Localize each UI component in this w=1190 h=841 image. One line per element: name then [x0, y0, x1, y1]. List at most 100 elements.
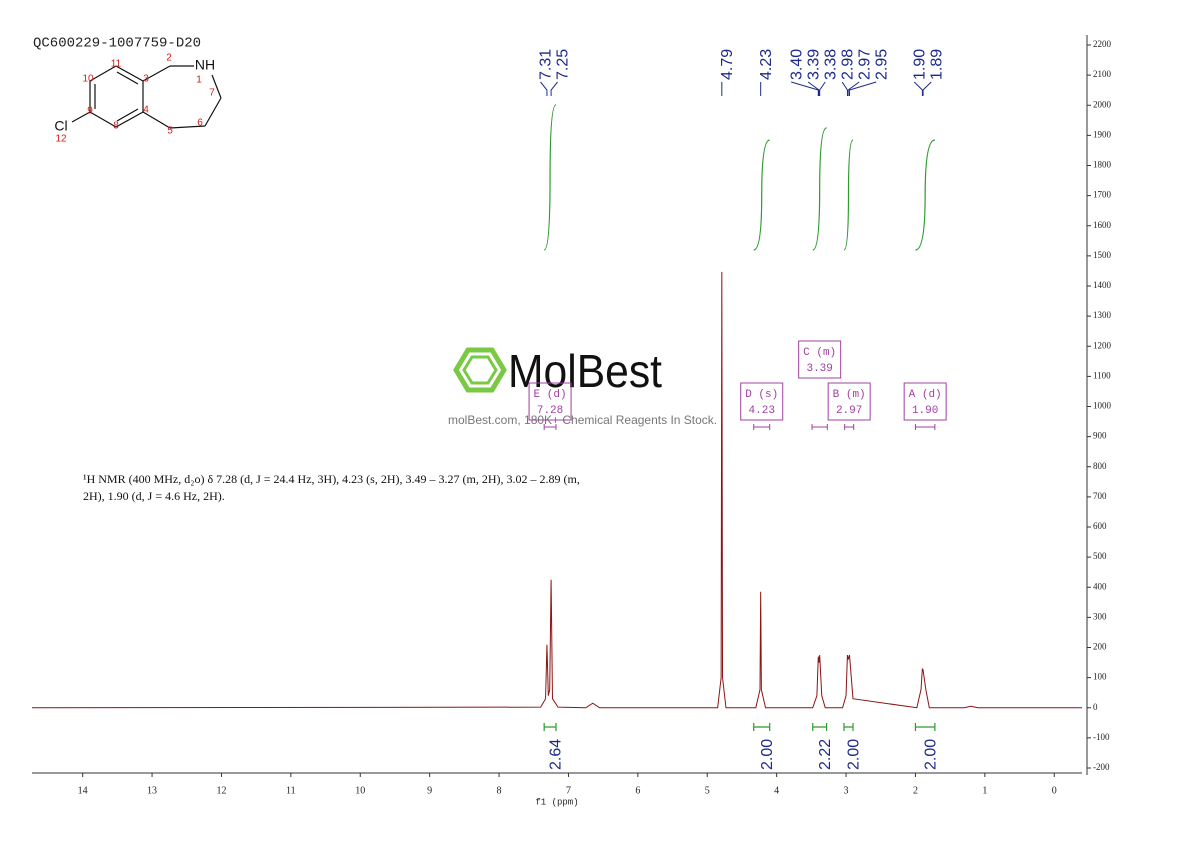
peak-label: 4.23	[758, 49, 775, 80]
atom-number: 2	[166, 53, 172, 64]
peak-label: 3.40	[788, 49, 805, 80]
atom-number: 8	[113, 121, 119, 132]
y-tick-label: 500	[1093, 551, 1107, 561]
spectrum-line	[31, 271, 1082, 709]
y-tick-label: 1200	[1093, 340, 1112, 350]
peak-label: 1.90	[911, 49, 928, 80]
peak-label: 1.89	[928, 49, 945, 80]
atom-number: 5	[167, 126, 173, 137]
peak-leader	[819, 81, 826, 96]
annotation: ¹H NMR (400 MHz, d₂o) δ 7.28 (d, J = 24.…	[83, 472, 580, 486]
multiplet-shift: 1.90	[912, 405, 938, 417]
x-tick-label: 3	[844, 785, 849, 796]
x-tick-label: 0	[1052, 785, 1057, 796]
x-tick-label: 12	[216, 785, 226, 796]
multiplet-box	[798, 340, 842, 379]
y-tick-label: 1000	[1093, 401, 1112, 411]
peak-leader	[922, 81, 932, 96]
atom-number: 12	[55, 134, 67, 145]
integral-label: 2.22	[817, 739, 834, 770]
multiplet-box	[740, 382, 784, 421]
integral-curve	[843, 139, 854, 251]
peak-leader	[540, 81, 548, 96]
multiplet-shift: 2.97	[836, 405, 862, 417]
integral-range	[843, 723, 854, 731]
x-tick-label: 14	[78, 785, 88, 796]
y-tick-label: 1900	[1093, 129, 1112, 139]
y-tick-label: 2200	[1093, 39, 1112, 49]
y-tick-label: 1800	[1093, 160, 1112, 170]
multiplet-name: A (d)	[909, 389, 942, 401]
atom-number: 10	[82, 74, 94, 85]
integral-label: 2.00	[759, 739, 776, 770]
multiplet-shift: 4.23	[749, 405, 775, 417]
y-tick-label: -200	[1093, 762, 1110, 772]
peak-label: 4.79	[719, 49, 736, 80]
x-tick-label: 5	[705, 785, 710, 796]
multiplet-range	[844, 424, 855, 430]
atom-number: 3	[143, 74, 149, 85]
y-tick-label: 100	[1093, 672, 1107, 682]
watermark-brand: MolBest	[508, 345, 662, 397]
x-tick-label: 9	[427, 785, 432, 796]
peak-label: 7.25	[555, 49, 572, 80]
y-tick-label: 2000	[1093, 99, 1112, 109]
y-tick-label: 200	[1093, 642, 1107, 652]
multiplet-name: D (s)	[745, 389, 778, 401]
peak-leader	[913, 81, 923, 96]
x-tick-label: 1	[982, 785, 987, 796]
peak-leader	[847, 81, 860, 96]
peak-label: 7.31	[538, 49, 555, 80]
multiplet-range	[543, 424, 557, 430]
peak-leader	[807, 81, 820, 96]
integral-range	[753, 723, 771, 731]
integral-curve	[753, 139, 770, 251]
structure	[71, 65, 222, 129]
x-tick-label: 8	[497, 785, 502, 796]
integral-label: 2.64	[547, 739, 564, 770]
chart-title: QC600229-1007759-D20	[33, 36, 201, 52]
x-tick-label: 6	[635, 785, 640, 796]
atom-number: 9	[87, 106, 93, 117]
y-tick-label: -100	[1093, 732, 1110, 742]
integral-range	[812, 723, 828, 731]
y-tick-label: 2100	[1093, 69, 1112, 79]
multiplet-range	[811, 424, 828, 430]
integral-curve	[812, 127, 827, 251]
y-tick-label: 0	[1093, 702, 1098, 712]
peak-label: 2.95	[873, 49, 890, 80]
x-tick-label: 7	[566, 785, 571, 796]
peak-label: 3.39	[805, 49, 822, 80]
watermark-logo	[453, 347, 507, 393]
x-tick-label: 11	[286, 785, 296, 796]
peak-label: 2.98	[839, 49, 856, 80]
y-tick-label: 300	[1093, 611, 1107, 621]
y-tick-label: 1700	[1093, 190, 1112, 200]
multiplet-shift: 3.39	[806, 363, 832, 375]
multiplet-shift: 7.28	[537, 405, 563, 417]
atom-number: 1	[196, 75, 202, 86]
integral-curve	[543, 104, 557, 251]
integral-range	[914, 723, 936, 731]
multiplet-range	[753, 424, 771, 430]
watermark-tagline: molBest.com, 180K+ Chemical Reagents In …	[448, 413, 717, 427]
peak-label: 2.97	[856, 49, 873, 80]
y-tick-label: 1600	[1093, 220, 1112, 230]
atom-number: 4	[143, 105, 149, 116]
multiplet-box	[827, 382, 871, 421]
y-tick-label: 1300	[1093, 310, 1112, 320]
peak-leader	[849, 81, 877, 96]
integral-range	[543, 723, 557, 731]
integral-label: 2.00	[846, 739, 863, 770]
peak-leader	[841, 81, 848, 96]
integral-label: 2.00	[922, 739, 939, 770]
atom-number: 7	[209, 88, 215, 99]
y-tick-label: 700	[1093, 491, 1107, 501]
annotation: 2H), 1.90 (d, J = 4.6 Hz, 2H).	[83, 489, 225, 503]
y-tick-label: 400	[1093, 581, 1107, 591]
x-tick-label: 10	[355, 785, 365, 796]
atom-number: 6	[197, 118, 203, 129]
atom-label: NH	[195, 57, 215, 73]
peak-leader	[550, 81, 558, 96]
